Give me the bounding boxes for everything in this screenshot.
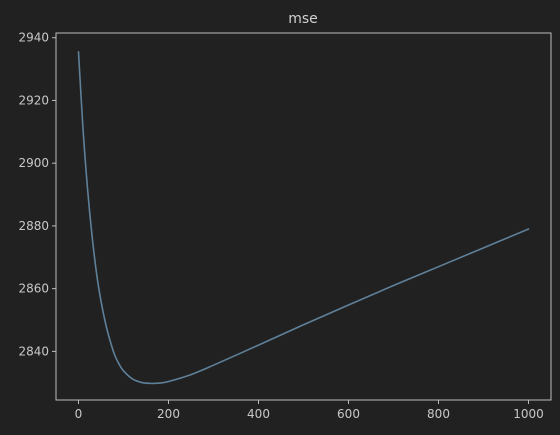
series-line-mse (77, 51, 530, 385)
y-tick-label: 2940 (18, 31, 49, 45)
y-tick-label: 2860 (18, 282, 49, 296)
y-tick-label: 2900 (18, 156, 49, 170)
chart-title: mse (288, 11, 318, 27)
y-tick-label: 2920 (18, 93, 49, 107)
axes-frame (55, 32, 552, 401)
plot-area: 0 200 400 600 800 1000 2840 2860 2880 2900 2920 294… (18, 31, 552, 421)
x-tick-label: 400 (247, 407, 270, 421)
x-tick-label: 0 (75, 407, 83, 421)
x-tick-label: 800 (427, 407, 450, 421)
x-tick-label: 1000 (513, 407, 544, 421)
y-tick-label: 2840 (18, 344, 49, 358)
x-tick-label: 200 (157, 407, 180, 421)
y-tick-label: 2880 (18, 219, 49, 233)
x-tick-label: 600 (337, 407, 360, 421)
